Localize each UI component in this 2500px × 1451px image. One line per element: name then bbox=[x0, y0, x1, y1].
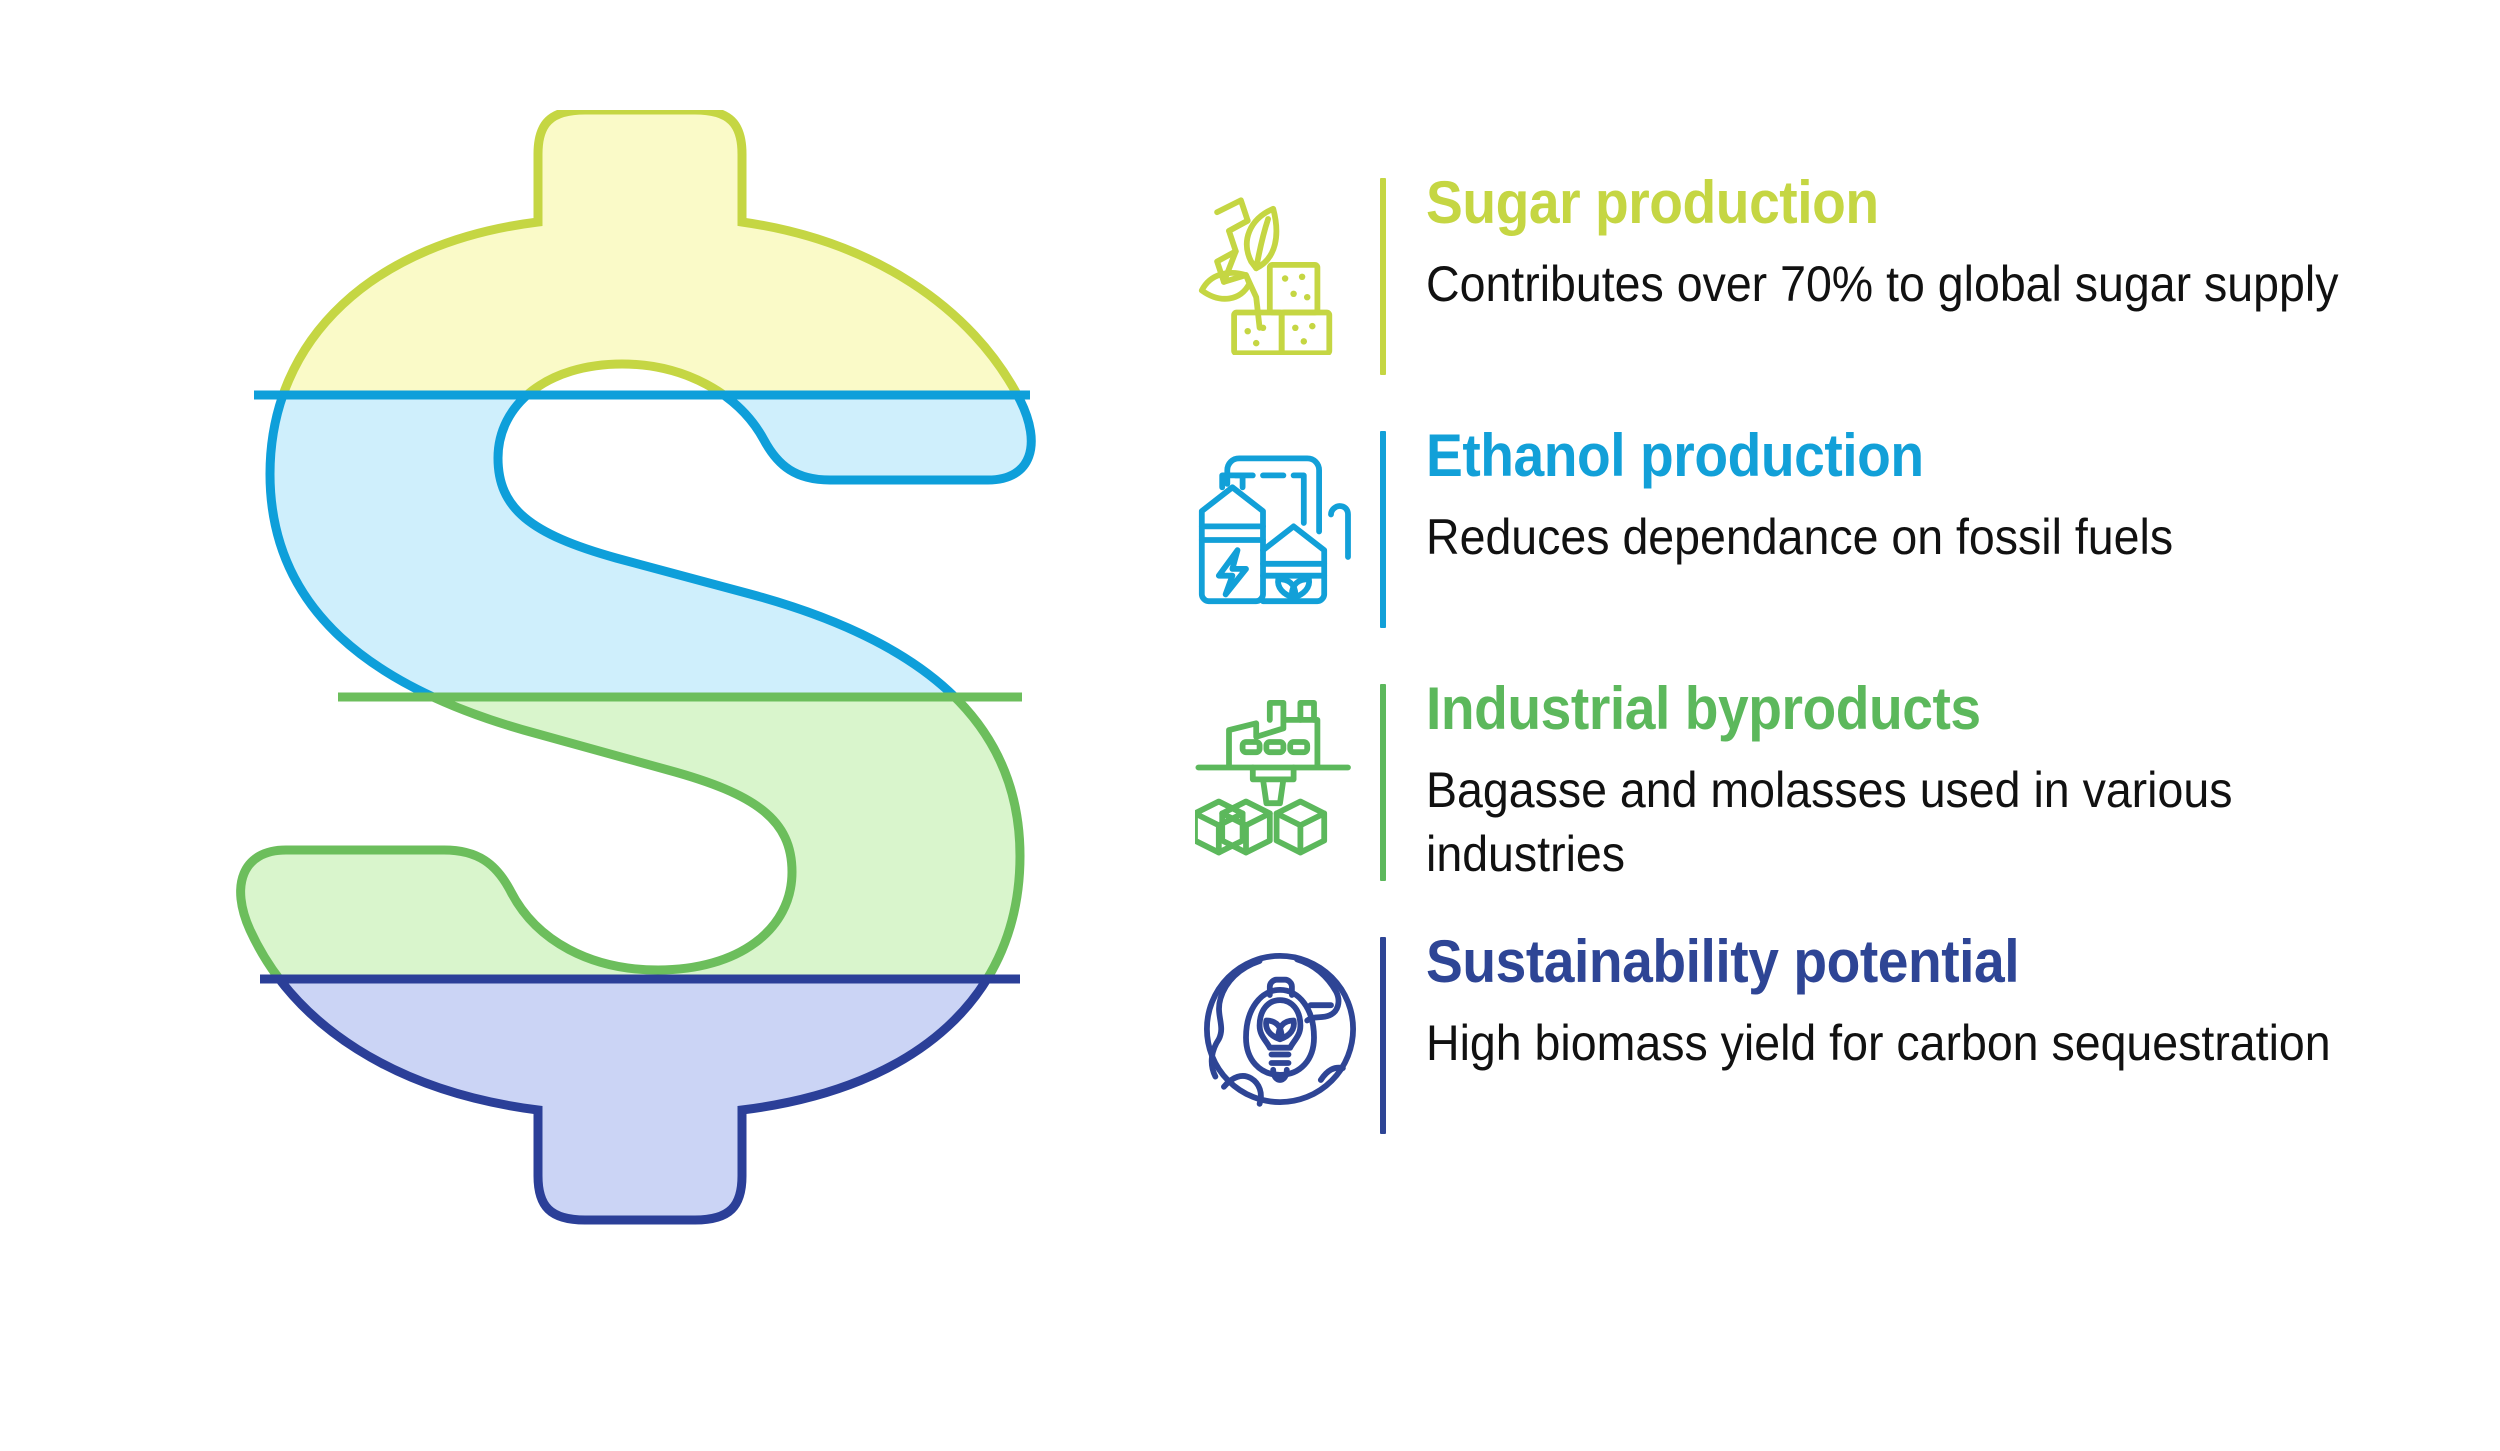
item-divider-rule bbox=[1380, 937, 1386, 1134]
item-description: Bagasse and molasses used in various ind… bbox=[1426, 762, 2233, 883]
benefits-list: Sugar production Contributes over 70% to… bbox=[1180, 170, 2470, 1144]
item-text: Sugar production Contributes over 70% to… bbox=[1386, 170, 2470, 316]
item-description: High biomass yield for carbon sequestrat… bbox=[1426, 1015, 2331, 1072]
item-text: Industrial byproducts Bagasse and molass… bbox=[1386, 676, 2470, 886]
item-description: Contributes over 70% to global sugar sup… bbox=[1426, 256, 2339, 313]
item-title: Sustainability potential bbox=[1426, 928, 2020, 995]
item-title: Sugar production bbox=[1426, 169, 1879, 236]
list-item-ethanol-production[interactable]: Ethanol production Reduces dependance on… bbox=[1180, 423, 2470, 638]
factory-cubes-icon bbox=[1180, 676, 1380, 876]
dollar-sign-graphic bbox=[230, 110, 1050, 1310]
item-title: Ethanol production bbox=[1426, 422, 1924, 489]
list-item-sustainability-potential[interactable]: Sustainability potential High biomass yi… bbox=[1180, 929, 2470, 1144]
item-text: Sustainability potential High biomass yi… bbox=[1386, 929, 2470, 1075]
biorefinery-icon bbox=[1180, 423, 1380, 623]
item-divider-rule bbox=[1380, 178, 1386, 375]
item-text: Ethanol production Reduces dependance on… bbox=[1386, 423, 2470, 569]
item-description: Reduces dependance on fossil fuels bbox=[1426, 509, 2174, 566]
globe-lightbulb-icon bbox=[1180, 929, 1380, 1129]
sugarcane-icon bbox=[1180, 170, 1380, 370]
item-title: Industrial byproducts bbox=[1426, 675, 1981, 742]
list-item-industrial-byproducts[interactable]: Industrial byproducts Bagasse and molass… bbox=[1180, 676, 2470, 891]
item-divider-rule bbox=[1380, 684, 1386, 881]
list-item-sugar-production[interactable]: Sugar production Contributes over 70% to… bbox=[1180, 170, 2470, 385]
item-divider-rule bbox=[1380, 431, 1386, 628]
